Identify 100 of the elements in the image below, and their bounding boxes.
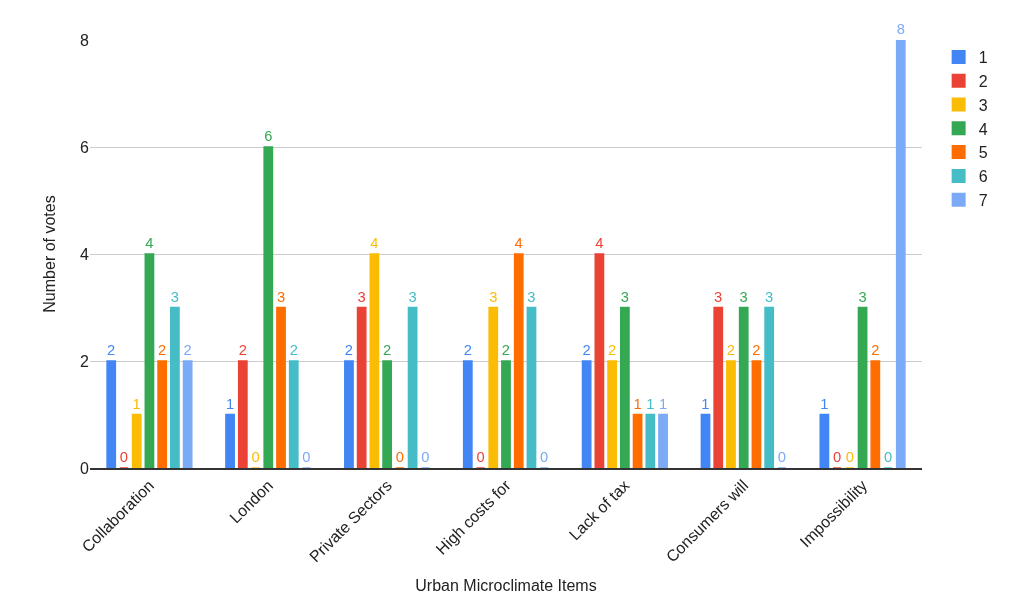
bar	[407, 306, 418, 468]
data-label: 1	[820, 395, 829, 412]
bar	[182, 360, 193, 468]
bar	[726, 360, 736, 468]
data-label: 3	[527, 288, 536, 305]
data-label: 3	[714, 288, 723, 305]
y-tick-label: 6	[80, 138, 90, 156]
data-label: 1	[646, 395, 655, 412]
data-label: 2	[344, 342, 353, 359]
data-label: 2	[501, 342, 511, 359]
x-axis-title: Urban Microclimate Items	[415, 576, 597, 594]
bar	[344, 360, 354, 468]
bar	[225, 413, 235, 468]
data-label: 2	[582, 342, 591, 359]
bar	[131, 413, 142, 468]
legend-label: 1	[978, 49, 988, 67]
data-label: 3	[620, 288, 629, 305]
bar	[237, 360, 248, 468]
data-label: 6	[264, 128, 273, 145]
data-label: 0	[302, 449, 311, 466]
y-axis-title: Number of votes	[40, 195, 58, 313]
bar	[462, 360, 473, 468]
bar	[106, 360, 117, 468]
y-tick-label: 2	[80, 352, 90, 370]
data-label: 2	[871, 342, 880, 359]
bar	[356, 306, 367, 468]
data-label: 2	[752, 342, 761, 359]
y-tick-label: 4	[80, 245, 90, 263]
data-label: 4	[370, 235, 379, 252]
bar	[619, 306, 630, 468]
bar	[751, 360, 762, 468]
y-tick-label: 0	[80, 459, 90, 477]
legend-label: 5	[978, 144, 988, 162]
bar	[157, 360, 168, 468]
data-label: 1	[633, 395, 642, 412]
data-label: 2	[726, 342, 736, 359]
bar	[513, 253, 524, 468]
bar	[819, 413, 830, 468]
data-label: 0	[395, 449, 404, 466]
data-label: 3	[170, 288, 179, 305]
bar	[488, 306, 499, 468]
data-label: 1	[701, 395, 710, 412]
data-label: 2	[183, 342, 192, 359]
data-label: 0	[421, 449, 430, 466]
data-label: 1	[225, 395, 235, 412]
data-label: 2	[107, 342, 116, 359]
data-label: 3	[276, 288, 286, 305]
data-label: 3	[357, 288, 366, 305]
bar	[288, 360, 299, 468]
data-label: 2	[238, 342, 247, 359]
data-label: 0	[540, 449, 549, 466]
bar	[857, 306, 868, 468]
data-label: 3	[765, 288, 774, 305]
data-label: 4	[514, 235, 523, 252]
data-label: 0	[883, 449, 893, 466]
bar	[645, 413, 656, 468]
data-label: 0	[251, 449, 260, 466]
data-label: 3	[408, 288, 417, 305]
data-label: 1	[132, 395, 141, 412]
bar	[713, 306, 724, 468]
data-label: 2	[158, 342, 167, 359]
legend-label: 2	[978, 72, 988, 90]
bar	[276, 306, 286, 468]
data-label: 4	[595, 235, 604, 252]
data-label: 2	[607, 342, 617, 359]
data-label: 2	[463, 342, 472, 359]
data-label: 2	[383, 342, 392, 359]
bar	[632, 413, 643, 468]
data-label: 3	[739, 288, 748, 305]
data-label: 1	[658, 395, 668, 412]
data-label: 8	[896, 21, 905, 38]
data-label: 0	[476, 449, 485, 466]
bar	[764, 306, 775, 468]
bar	[526, 306, 537, 468]
data-label: 0	[777, 449, 786, 466]
data-label: 3	[858, 288, 867, 305]
bar	[263, 146, 274, 468]
legend-label: 6	[978, 168, 988, 186]
bar	[369, 253, 380, 468]
bar	[607, 360, 618, 468]
bar	[870, 360, 881, 468]
data-label: 0	[832, 449, 842, 466]
legend-label: 3	[978, 96, 988, 114]
bar	[170, 306, 180, 468]
bar	[738, 306, 749, 468]
bar	[700, 413, 711, 468]
data-label: 3	[489, 288, 498, 305]
bar	[658, 413, 668, 468]
bar	[501, 360, 511, 468]
y-tick-label: 8	[80, 31, 90, 49]
legend-label: 7	[978, 191, 988, 209]
data-label: 0	[119, 449, 129, 466]
legend-label: 4	[978, 120, 988, 138]
bar	[144, 253, 155, 468]
bar	[594, 253, 605, 468]
bar	[382, 360, 393, 468]
data-label: 0	[845, 449, 854, 466]
bar	[581, 360, 592, 468]
bar	[895, 40, 906, 468]
data-label: 4	[145, 235, 154, 252]
